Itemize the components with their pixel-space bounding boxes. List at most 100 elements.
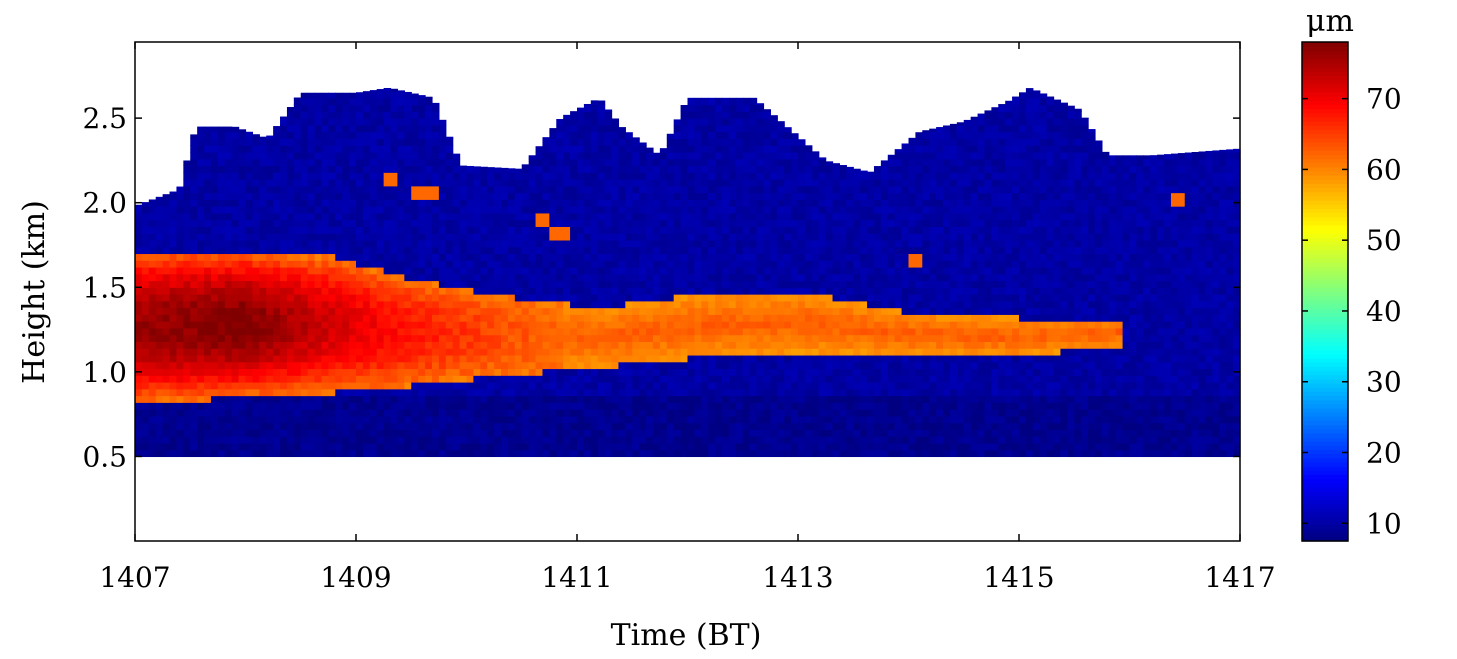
- heatmap-cell: [673, 382, 682, 390]
- heatmap-cell: [480, 300, 488, 309]
- heatmap-cell: [832, 233, 841, 241]
- heatmap-cell: [466, 246, 475, 255]
- heatmap-cell: [597, 287, 606, 295]
- heatmap-cell: [217, 179, 226, 187]
- heatmap-cell: [507, 354, 516, 363]
- heatmap-cell: [210, 199, 219, 207]
- heatmap-cell: [231, 395, 240, 403]
- heatmap-cell: [383, 118, 392, 126]
- heatmap-cell: [438, 382, 447, 390]
- heatmap-cell: [487, 395, 495, 403]
- heatmap-cell: [252, 253, 260, 261]
- heatmap-cell: [811, 253, 820, 261]
- heatmap-cell: [763, 300, 771, 309]
- heatmap-cell: [825, 280, 834, 288]
- heatmap-cell: [169, 436, 178, 444]
- heatmap-cell: [224, 348, 233, 356]
- heatmap-cell: [383, 442, 392, 451]
- heatmap-cell: [280, 321, 288, 329]
- heatmap-cell: [376, 348, 385, 356]
- heatmap-cell: [501, 206, 509, 214]
- heatmap-cell: [259, 348, 267, 356]
- heatmap-cell: [494, 415, 502, 424]
- heatmap-cell: [618, 246, 626, 255]
- heatmap-cell: [245, 165, 254, 173]
- heatmap-cell: [673, 165, 682, 173]
- heatmap-cell: [528, 314, 537, 322]
- heatmap-cell: [459, 239, 468, 248]
- heatmap-cell: [452, 233, 461, 241]
- heatmap-cell: [466, 185, 475, 194]
- heatmap-cell: [507, 206, 516, 214]
- heatmap-cell: [756, 165, 765, 173]
- heatmap-cell: [231, 402, 240, 410]
- heatmap-cell: [231, 280, 240, 288]
- heatmap-cell: [183, 206, 191, 214]
- heatmap-cell: [383, 409, 392, 417]
- heatmap-cell: [832, 219, 841, 227]
- heatmap-cell: [528, 368, 537, 376]
- heatmap-cell: [756, 199, 765, 207]
- heatmap-cell: [376, 226, 385, 234]
- heatmap-cell: [832, 280, 841, 288]
- heatmap-cell: [818, 429, 827, 437]
- heatmap-cell: [459, 422, 468, 430]
- heatmap-cell: [597, 199, 606, 207]
- heatmap-cell: [577, 280, 585, 288]
- heatmap-cell: [583, 226, 592, 234]
- heatmap-cell: [825, 260, 834, 268]
- heatmap-cell: [176, 429, 184, 437]
- heatmap-cell: [197, 158, 205, 167]
- heatmap-cell: [328, 97, 336, 106]
- heatmap-cell: [473, 294, 481, 302]
- heatmap-cell: [535, 253, 544, 261]
- heatmap-cell: [356, 388, 364, 397]
- heatmap-cell: [300, 287, 309, 295]
- heatmap-cell: [611, 151, 620, 160]
- heatmap-cell: [480, 375, 488, 383]
- heatmap-cell: [825, 246, 834, 255]
- heatmap-cell: [708, 185, 716, 194]
- heatmap-cell: [445, 239, 454, 248]
- heatmap-cell: [349, 375, 357, 383]
- heatmap-cell: [535, 382, 544, 390]
- heatmap-cell: [804, 233, 813, 241]
- heatmap-cell: [728, 375, 737, 383]
- heatmap-cell: [273, 266, 281, 275]
- heatmap-cell: [300, 321, 309, 329]
- heatmap-cell: [438, 219, 447, 227]
- heatmap-cell: [349, 226, 357, 234]
- heatmap-cell: [583, 111, 592, 119]
- heatmap-cell: [411, 449, 419, 458]
- heatmap-cell: [383, 327, 392, 336]
- heatmap-cell: [390, 212, 399, 221]
- heatmap-cell: [722, 151, 730, 160]
- heatmap-cell: [390, 118, 399, 126]
- heatmap-cell: [286, 334, 295, 342]
- heatmap-cell: [245, 402, 254, 410]
- heatmap-cell: [224, 402, 233, 410]
- heatmap-cell: [342, 422, 350, 430]
- heatmap-cell: [231, 354, 240, 363]
- heatmap-cell: [321, 165, 329, 173]
- heatmap-cell: [577, 402, 585, 410]
- heatmap-cell: [742, 368, 751, 376]
- heatmap-cell: [659, 219, 668, 227]
- heatmap-cell: [659, 327, 668, 336]
- heatmap-cell: [300, 212, 309, 221]
- heatmap-cell: [708, 449, 716, 458]
- heatmap-cell: [563, 388, 571, 397]
- heatmap-cell: [356, 104, 364, 112]
- heatmap-cell: [335, 131, 343, 140]
- heatmap-cell: [708, 118, 716, 126]
- heatmap-cell: [556, 273, 564, 282]
- heatmap-cell: [155, 409, 164, 417]
- heatmap-cell: [542, 165, 550, 173]
- heatmap-cell: [280, 233, 288, 241]
- heatmap-cell: [204, 348, 212, 356]
- heatmap-cell: [521, 422, 530, 430]
- heatmap-cell: [597, 124, 606, 133]
- heatmap-cell: [722, 199, 730, 207]
- heatmap-cell: [335, 138, 343, 146]
- heatmap-cell: [618, 273, 626, 282]
